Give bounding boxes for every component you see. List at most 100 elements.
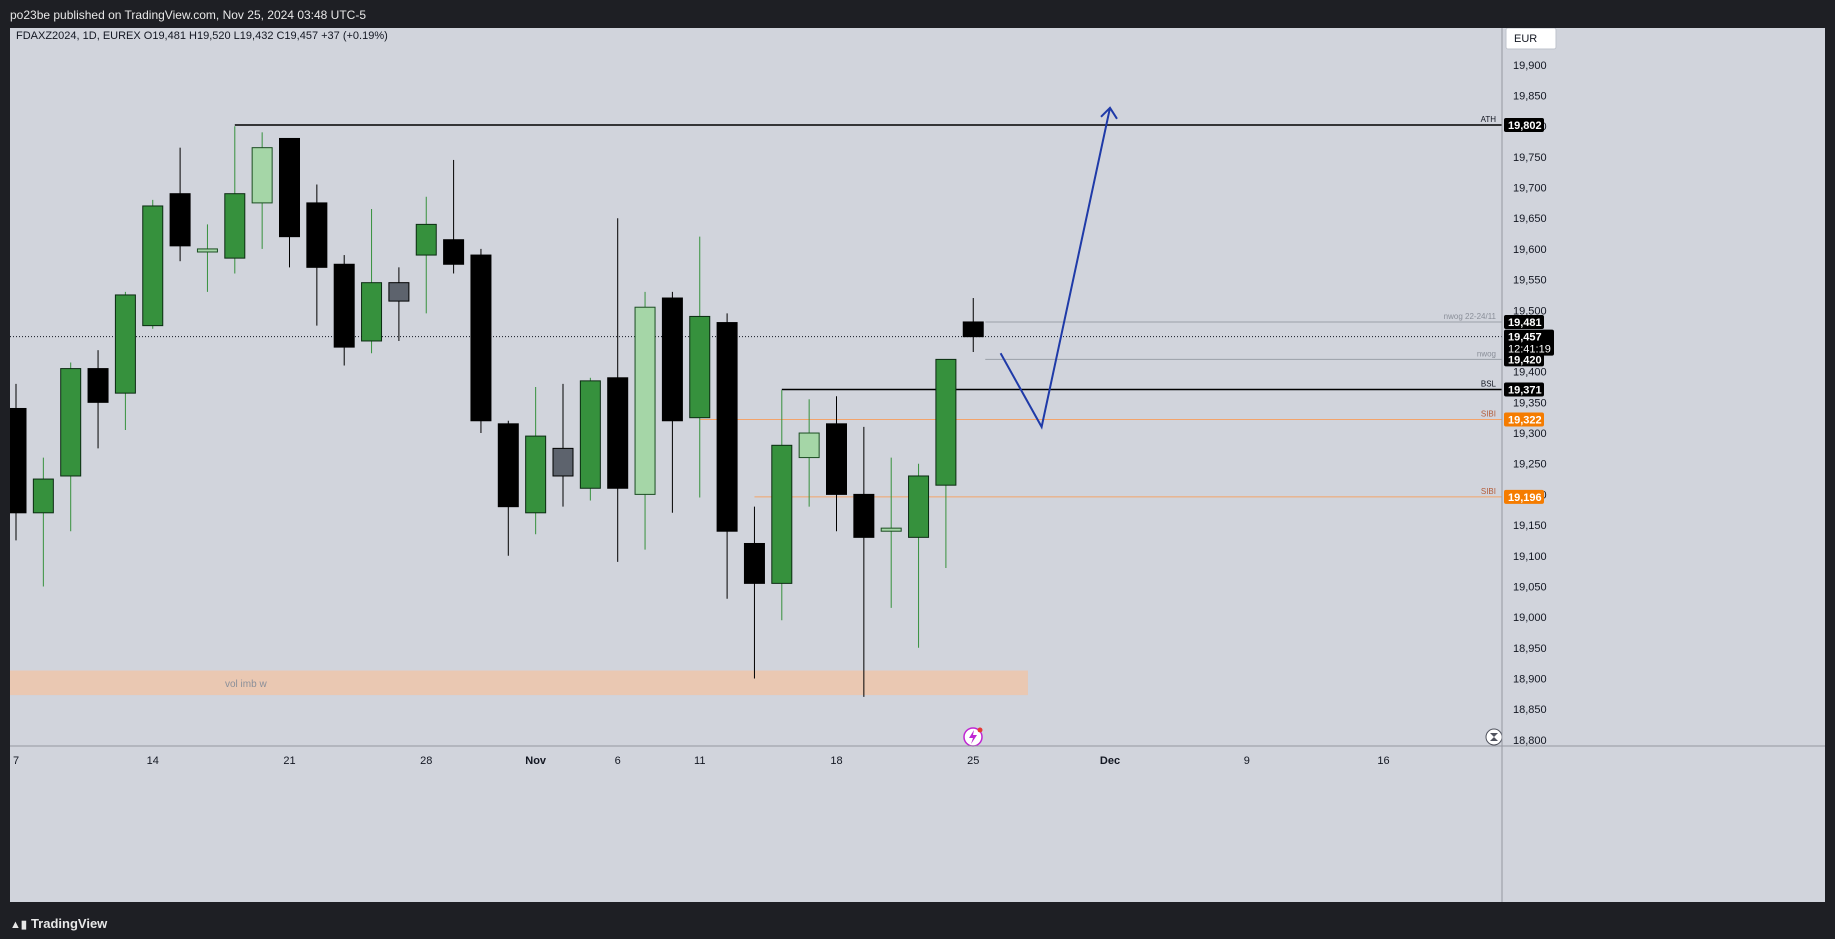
time-tick-label: 16 [1377,755,1389,767]
candle-body [251,147,273,204]
price-tick-label: 18,800 [1513,735,1547,747]
candle[interactable] [361,209,383,354]
candle[interactable] [798,399,820,507]
price-chart[interactable]: vol imb w ATH BSL SIBI SIBI nwog 22-24/11 nwo… [5,27,1825,902]
candle-body [196,248,218,253]
price-tick-label: 19,350 [1513,397,1547,409]
currency-selector[interactable]: EUR [1505,27,1557,50]
candle-body [279,137,300,238]
candle[interactable] [579,377,601,501]
candle[interactable] [743,506,765,679]
candle-body [388,282,410,302]
level-price-tag-bg [1504,352,1544,367]
candle[interactable] [853,426,875,697]
price-tick-label: 19,250 [1513,459,1547,471]
candle[interactable] [415,196,437,314]
price-tick-label: 19,900 [1513,60,1547,72]
price-axis-background[interactable] [1502,28,1825,902]
candle[interactable] [196,224,218,292]
candle[interactable] [716,313,738,599]
candle[interactable] [607,218,629,562]
chart-canvas[interactable]: vol imb w ATH BSL SIBI SIBI nwog 22-24/11 nwo… [5,27,1825,902]
candle[interactable] [142,199,164,329]
last-price-tag-bg [1504,329,1554,356]
level-price-tag-bg [1504,382,1544,397]
level-price-tag-text: 19,420 [1508,354,1542,366]
candle-body [306,202,328,268]
level-price-tag-text: 19,371 [1508,384,1542,396]
candle-body [826,423,847,495]
time-tick-label: Nov [525,755,547,767]
gear-icon[interactable] [1485,728,1503,746]
candle-body [661,297,683,422]
level-price-tag: 19,196 [1504,489,1544,504]
candle[interactable] [908,463,930,648]
publisher-line: po23be published on TradingView.com, Nov… [10,8,367,22]
candle[interactable] [470,248,492,434]
candle[interactable] [880,457,902,608]
level-price-tag: 19,322 [1504,412,1544,427]
price-tick-label: 19,550 [1513,275,1547,287]
candle[interactable] [826,396,847,532]
candle[interactable] [306,184,328,326]
time-tick-label: 9 [1244,755,1250,767]
candle[interactable] [525,387,547,535]
last-price-tag-text: 19,457 [1508,332,1542,344]
level-price-tag: 19,371 [1504,382,1544,397]
candle-body [525,435,547,514]
brand-label: TradingView [30,916,108,931]
level-price-tag-bg [1504,489,1544,504]
time-tick-label: 28 [420,755,432,767]
level-label: ATH [1481,115,1497,124]
level-price-tag-text: 19,481 [1508,317,1542,329]
candle[interactable] [552,383,574,507]
candle-body [333,263,355,348]
candle[interactable] [114,291,136,430]
candle[interactable] [388,267,410,341]
candle-body [415,223,437,256]
candle[interactable] [661,291,683,513]
zone-layer: vol imb w [10,670,1028,696]
lightning-icon[interactable] [963,727,983,747]
price-tick-label: 19,150 [1513,520,1547,532]
time-tick-label: 11 [694,755,705,767]
level-label: BSL [1481,379,1497,388]
candle[interactable] [935,358,957,569]
time-tick-label: 14 [147,755,159,767]
candle[interactable] [251,132,273,249]
candle-body [470,254,492,422]
candle[interactable] [60,362,82,532]
candle-body [87,368,109,403]
candle-body [962,321,984,338]
tradingview-logo[interactable]: ▲▮ TradingView [10,916,107,931]
candle-body [497,423,519,508]
level-price-tag: 19,481 [1504,314,1544,329]
candle[interactable] [169,147,191,262]
candle[interactable] [279,137,300,268]
candle[interactable] [87,350,109,449]
candle-body [169,193,191,247]
candle[interactable] [497,420,519,556]
candle[interactable] [771,390,793,621]
candle[interactable] [962,298,984,353]
price-tick-label: 19,100 [1513,551,1547,563]
candle-body [607,377,629,489]
time-tick-label: 7 [13,755,19,767]
candle[interactable] [689,236,711,498]
candle[interactable] [32,457,54,587]
projection-path [999,107,1111,430]
candle-body [716,322,738,532]
candle-layer [5,126,984,697]
candle[interactable] [5,383,27,541]
time-tick-label: 6 [615,755,621,767]
candle[interactable] [443,159,465,274]
candle[interactable] [634,291,656,550]
level-price-tag-bg [1504,314,1544,329]
candle[interactable] [333,255,355,366]
candle-body [142,205,164,327]
price-tick-label: 18,850 [1513,704,1547,716]
level-price-tag: 19,420 [1504,352,1544,367]
candle[interactable] [224,126,246,274]
price-tick-label: 19,500 [1513,305,1547,317]
candle-body [853,493,875,538]
